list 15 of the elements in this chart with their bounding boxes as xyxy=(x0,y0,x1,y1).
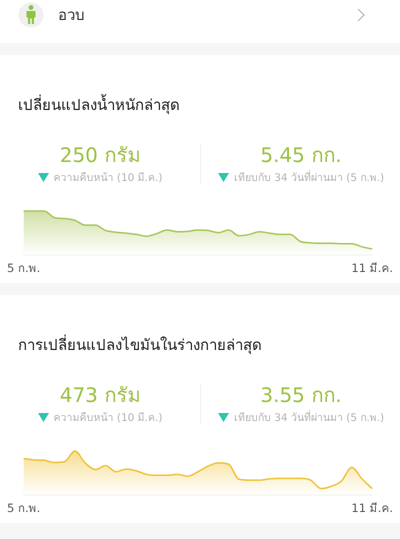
text: เทียบกับ 34 วันที่ผ่านมา (5 ก.พ.) xyxy=(234,170,384,184)
text: เทียบกับ 34 วันที่ผ่านมา (5 ก.พ.) xyxy=(234,410,384,424)
chart-title: เปลี่ยนแปลงน้ำหนักล่าสุด xyxy=(18,95,180,115)
text: 250 กรัม xyxy=(58,143,142,167)
x-tick-label: 11 มี.ค. xyxy=(351,261,394,276)
text: 5.45 กก. xyxy=(259,143,343,167)
chart-title: การเปลี่ยนแปลงไขมันในร่างกายล่าสุด xyxy=(18,335,262,355)
text: ความคืบหน้า (10 มี.ค.) xyxy=(54,410,162,424)
x-tick-label: 5 ก.พ. xyxy=(6,501,40,516)
x-tick-label: 5 ก.พ. xyxy=(6,261,40,276)
x-tick-label: 11 มี.ค. xyxy=(351,501,394,516)
text: 3.55 กก. xyxy=(259,383,343,407)
text: 473 กรัม xyxy=(58,383,142,407)
text: อวบ xyxy=(58,5,85,25)
text: ความคืบหน้า (10 มี.ค.) xyxy=(54,170,162,184)
